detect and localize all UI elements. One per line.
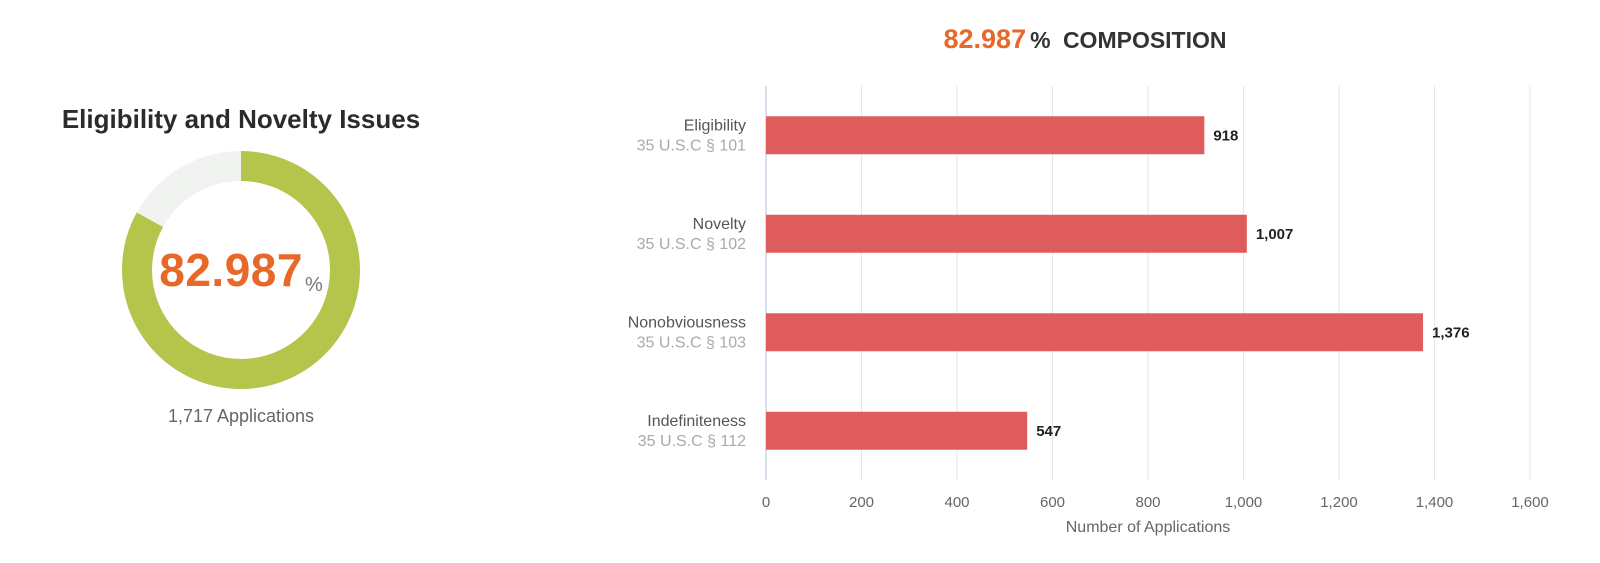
donut-progress — [122, 151, 360, 389]
x-tick-label: 1,400 — [1416, 494, 1454, 511]
x-tick-label: 200 — [849, 494, 874, 511]
y-category-sublabel: 35 U.S.C § 102 — [637, 236, 747, 253]
bar-value-label: 547 — [1036, 423, 1061, 440]
donut-percent-value: 82.987 — [159, 244, 303, 296]
donut-percent-sign: % — [304, 274, 323, 296]
x-tick-label: 400 — [944, 494, 969, 511]
applications-count: 1,717 Applications — [167, 406, 315, 426]
x-tick-label: 1,600 — [1511, 494, 1549, 511]
y-category-sublabel: 35 U.S.C § 103 — [637, 334, 747, 351]
bar — [766, 214, 1247, 253]
y-category-label: Novelty — [693, 216, 746, 233]
x-tick-label: 600 — [1040, 494, 1065, 511]
bar — [766, 313, 1424, 352]
bar — [766, 116, 1205, 155]
x-tick-label: 1,000 — [1225, 494, 1263, 511]
composition-title: 82.987% COMPOSITION — [780, 24, 1390, 55]
y-category-sublabel: 35 U.S.C § 112 — [638, 433, 746, 450]
donut-chart: 82.987 % — [122, 151, 360, 389]
x-tick-label: 800 — [1135, 494, 1160, 511]
y-category-sublabel: 35 U.S.C § 101 — [637, 137, 747, 154]
y-category-label: Nonobviousness — [628, 314, 746, 331]
x-axis-title: Number of Applications — [1066, 519, 1231, 536]
x-tick-label: 0 — [762, 494, 770, 511]
donut-svg — [122, 151, 360, 389]
composition-percent: 82.987 — [943, 24, 1027, 54]
bar-value-label: 1,007 — [1256, 226, 1294, 243]
donut-center: 82.987 % — [122, 151, 360, 389]
y-category-label: Indefiniteness — [647, 413, 746, 430]
bar — [766, 411, 1028, 450]
composition-percent-sign: % — [1030, 27, 1051, 53]
bar-value-label: 918 — [1213, 127, 1238, 144]
summary-title: Eligibility and Novelty Issues — [61, 104, 421, 134]
composition-label: COMPOSITION — [1062, 27, 1227, 53]
y-category-label: Eligibility — [684, 117, 746, 134]
x-tick-label: 1,200 — [1320, 494, 1358, 511]
bar-value-label: 1,376 — [1432, 324, 1470, 341]
